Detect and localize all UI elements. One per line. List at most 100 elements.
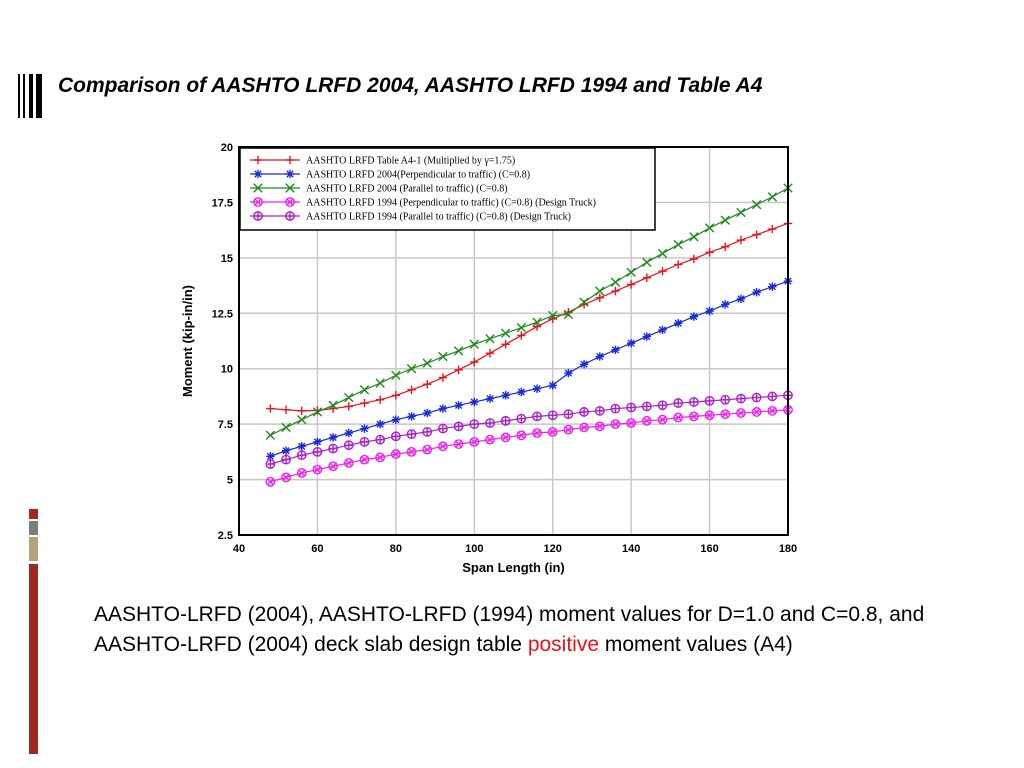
data-point bbox=[438, 373, 448, 382]
marker-stroke bbox=[736, 408, 746, 418]
marker-stroke bbox=[532, 317, 542, 327]
data-point bbox=[297, 415, 307, 425]
marker-stroke bbox=[470, 438, 478, 446]
data-point bbox=[674, 260, 683, 269]
data-point bbox=[594, 421, 605, 432]
series-line bbox=[270, 187, 789, 436]
data-point bbox=[548, 381, 557, 390]
data-point bbox=[312, 446, 323, 457]
marker-stroke bbox=[392, 416, 400, 424]
marker-stroke bbox=[549, 381, 557, 389]
marker-stroke bbox=[751, 407, 762, 417]
data-point bbox=[469, 339, 479, 350]
marker-stroke bbox=[767, 405, 778, 416]
series-5 bbox=[265, 390, 793, 469]
legend-box bbox=[239, 147, 656, 231]
marker-stroke bbox=[548, 310, 558, 321]
data-point bbox=[689, 254, 699, 264]
marker-stroke bbox=[533, 385, 541, 393]
legend-label: AASHTO LRFD 2004(Perpendicular to traffi… bbox=[306, 170, 530, 181]
data-point bbox=[296, 468, 307, 478]
data-point bbox=[423, 380, 432, 389]
data-point bbox=[767, 192, 778, 202]
marker-stroke bbox=[266, 452, 275, 460]
data-point bbox=[501, 340, 510, 349]
data-point bbox=[344, 402, 353, 411]
slide-title: Comparison of AASHTO LRFD 2004, AASHTO L… bbox=[58, 74, 763, 97]
marker-stroke bbox=[500, 432, 511, 443]
marker-stroke bbox=[486, 395, 494, 403]
data-point bbox=[688, 397, 699, 407]
series-2 bbox=[266, 276, 793, 461]
data-point bbox=[438, 423, 448, 434]
marker-stroke bbox=[768, 283, 776, 291]
data-point bbox=[751, 407, 762, 417]
marker-stroke bbox=[549, 428, 557, 436]
data-point bbox=[768, 282, 777, 291]
data-point bbox=[579, 422, 589, 433]
marker-stroke bbox=[390, 449, 401, 459]
marker-stroke bbox=[254, 170, 262, 178]
y-tick-label: 7.5 bbox=[218, 419, 233, 431]
data-point bbox=[563, 409, 574, 420]
y-tick-label: 10 bbox=[221, 364, 233, 376]
data-point bbox=[485, 334, 495, 344]
marker-stroke bbox=[658, 326, 667, 334]
series-line bbox=[270, 280, 789, 457]
y-tick-label: 2.5 bbox=[218, 530, 233, 542]
data-point bbox=[720, 215, 730, 225]
data-point bbox=[253, 169, 263, 179]
marker-stroke bbox=[423, 446, 431, 454]
series-line bbox=[270, 409, 789, 483]
data-point bbox=[547, 410, 558, 421]
y-tick-label: 5 bbox=[227, 475, 233, 487]
marker-stroke bbox=[313, 438, 322, 446]
marker-stroke bbox=[516, 430, 527, 441]
marker-stroke bbox=[517, 431, 525, 439]
data-point bbox=[265, 430, 276, 440]
legend-label: AASHTO LRFD 1994 (Perpendicular to traff… bbox=[306, 198, 596, 209]
data-point bbox=[516, 323, 527, 333]
data-point bbox=[438, 441, 448, 452]
data-point bbox=[253, 197, 263, 207]
marker-stroke bbox=[626, 418, 637, 428]
marker-stroke bbox=[286, 198, 294, 206]
caption-text-1: AASHTO-LRFD (2004), AASHTO-LRFD (1994) m… bbox=[94, 603, 925, 656]
data-point bbox=[453, 439, 464, 449]
marker-stroke bbox=[312, 464, 323, 475]
marker-stroke bbox=[313, 466, 321, 474]
data-point bbox=[501, 391, 510, 400]
data-point bbox=[704, 410, 715, 421]
data-point bbox=[752, 230, 761, 239]
data-point bbox=[516, 430, 527, 441]
x-tick-label: 80 bbox=[390, 543, 402, 555]
marker-stroke bbox=[282, 447, 290, 455]
marker-stroke bbox=[673, 412, 684, 423]
data-point bbox=[516, 413, 527, 424]
marker-stroke bbox=[453, 439, 464, 449]
data-point bbox=[266, 452, 275, 461]
data-point bbox=[752, 288, 761, 297]
marker-stroke bbox=[673, 239, 683, 250]
data-point bbox=[296, 450, 307, 461]
data-point bbox=[344, 428, 353, 438]
data-point bbox=[689, 312, 699, 321]
marker-stroke bbox=[406, 364, 417, 374]
data-point bbox=[626, 280, 636, 289]
data-point bbox=[610, 403, 621, 414]
marker-stroke bbox=[391, 370, 401, 381]
marker-stroke bbox=[579, 297, 589, 307]
data-point bbox=[406, 429, 417, 440]
data-point bbox=[360, 398, 369, 408]
data-point bbox=[532, 317, 542, 327]
marker-stroke bbox=[392, 450, 400, 458]
marker-stroke bbox=[376, 453, 384, 461]
marker-stroke bbox=[674, 319, 682, 327]
marker-stroke bbox=[265, 476, 276, 487]
plot-frame bbox=[238, 146, 789, 536]
marker-stroke bbox=[359, 454, 370, 465]
data-point bbox=[453, 421, 464, 432]
side-strip-4 bbox=[29, 564, 38, 754]
data-point bbox=[611, 345, 620, 355]
marker-stroke bbox=[502, 391, 510, 399]
